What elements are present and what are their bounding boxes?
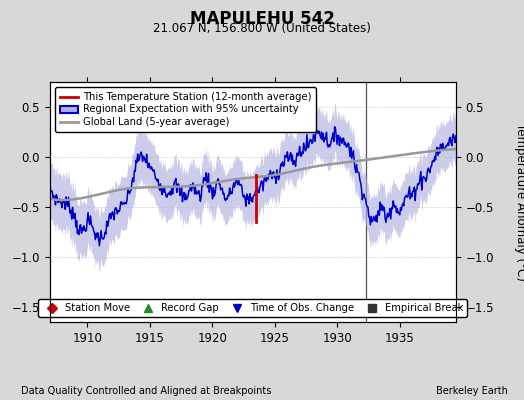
Y-axis label: Temperature Anomaly (°C): Temperature Anomaly (°C) bbox=[514, 123, 524, 281]
Text: Data Quality Controlled and Aligned at Breakpoints: Data Quality Controlled and Aligned at B… bbox=[21, 386, 271, 396]
Legend: Station Move, Record Gap, Time of Obs. Change, Empirical Break: Station Move, Record Gap, Time of Obs. C… bbox=[38, 299, 467, 317]
Text: MAPULEHU 542: MAPULEHU 542 bbox=[190, 10, 334, 28]
Text: 21.067 N, 156.800 W (United States): 21.067 N, 156.800 W (United States) bbox=[153, 22, 371, 35]
Text: Berkeley Earth: Berkeley Earth bbox=[436, 386, 508, 396]
